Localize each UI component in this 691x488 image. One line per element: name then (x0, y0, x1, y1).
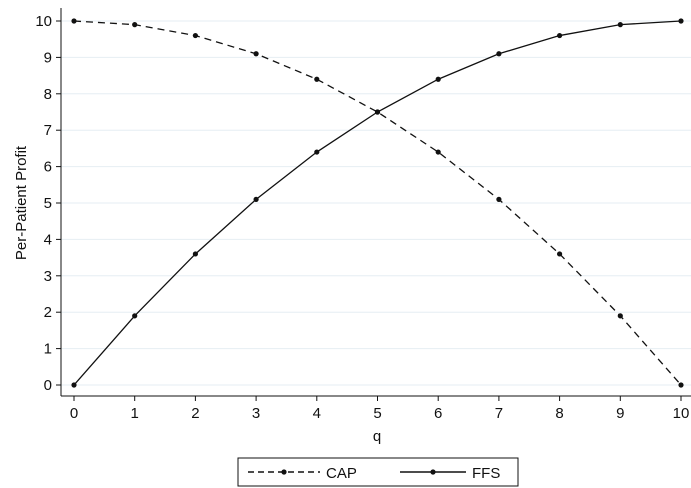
x-tick-label: 5 (373, 405, 381, 422)
data-point-ffs (314, 149, 320, 155)
data-point-ffs (678, 18, 684, 24)
x-tick-label: 8 (555, 405, 563, 422)
x-tick-label: 6 (434, 405, 442, 422)
y-tick-label: 9 (44, 49, 52, 66)
data-point-ffs (496, 51, 502, 57)
data-point-ffs (71, 382, 77, 388)
y-tick-label: 1 (44, 341, 52, 358)
legend-cap-label: CAP (326, 465, 357, 482)
y-tick-label: 0 (44, 377, 52, 394)
data-point-ffs (132, 313, 138, 319)
data-point-cap (435, 149, 441, 155)
legend-cap-marker (281, 469, 287, 475)
legend: CAP FFS (237, 457, 519, 487)
data-point-cap (617, 313, 623, 319)
x-tick-label: 0 (70, 405, 78, 422)
y-tick-label: 3 (44, 268, 52, 285)
y-tick-label: 2 (44, 304, 52, 321)
data-point-cap (678, 382, 684, 388)
series-line-cap (73, 20, 682, 386)
x-tick-label: 2 (191, 405, 199, 422)
data-point-cap (132, 22, 138, 28)
data-point-cap (496, 196, 502, 202)
x-tick-label: 3 (252, 405, 260, 422)
data-point-ffs (435, 76, 441, 82)
x-tick-label: 10 (673, 405, 690, 422)
axes (56, 8, 691, 401)
x-tick-label: 4 (313, 405, 321, 422)
x-tick-label: 9 (616, 405, 624, 422)
x-axis-title: q (373, 428, 381, 445)
legend-ffs-marker (430, 469, 436, 475)
tick-labels: 0 1 2 3 4 5 6 7 8 9 10 0 1 2 3 4 5 6 7 8 9 10 (35, 13, 689, 422)
y-tick-label: 7 (44, 122, 52, 139)
legend-ffs-label: FFS (472, 465, 500, 482)
data-point-cap (557, 251, 563, 257)
data-point-ffs (557, 32, 563, 39)
data-point-ffs (192, 251, 198, 257)
data-point-ffs (374, 109, 381, 115)
y-tick-label: 4 (44, 231, 52, 248)
y-tick-label: 10 (35, 13, 52, 30)
data-point-cap (253, 51, 259, 57)
series-markers (71, 18, 684, 388)
gridlines (61, 20, 691, 386)
y-axis-title: Per-Patient Profit (13, 145, 30, 260)
data-point-cap (71, 18, 77, 24)
x-tick-label: 7 (495, 405, 503, 422)
data-point-ffs (253, 196, 259, 202)
data-point-ffs (617, 22, 623, 28)
data-point-cap (192, 32, 198, 39)
data-point-cap (314, 76, 320, 82)
y-tick-label: 5 (44, 195, 52, 212)
y-tick-label: 8 (44, 86, 52, 103)
x-tick-label: 1 (131, 405, 139, 422)
y-tick-label: 6 (44, 159, 52, 176)
